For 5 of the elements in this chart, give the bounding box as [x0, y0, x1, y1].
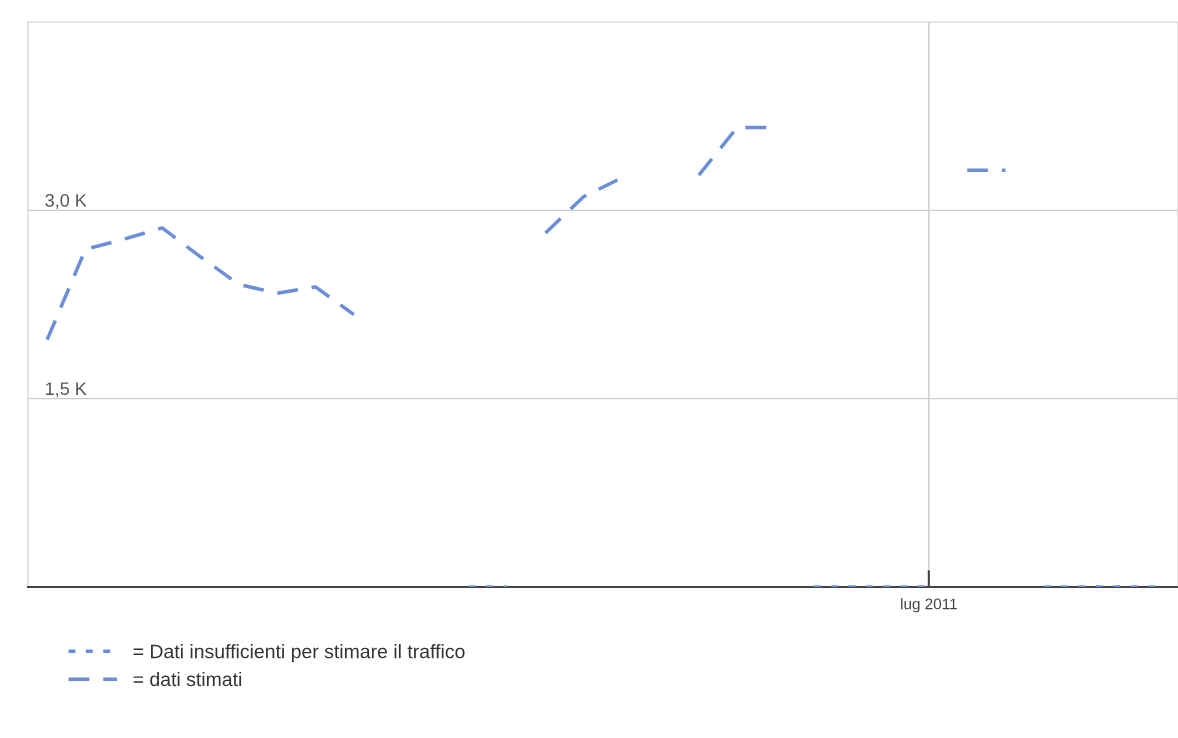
- legend-label: = Dati insufficienti per stimare il traffico: [133, 644, 465, 663]
- x-tick-label: lug 2011: [901, 598, 957, 613]
- y-tick-label: 3,0 K: [45, 193, 87, 209]
- y-tick-label: 1,5 K: [46, 382, 87, 398]
- legend-label: = dati stimati: [133, 671, 242, 687]
